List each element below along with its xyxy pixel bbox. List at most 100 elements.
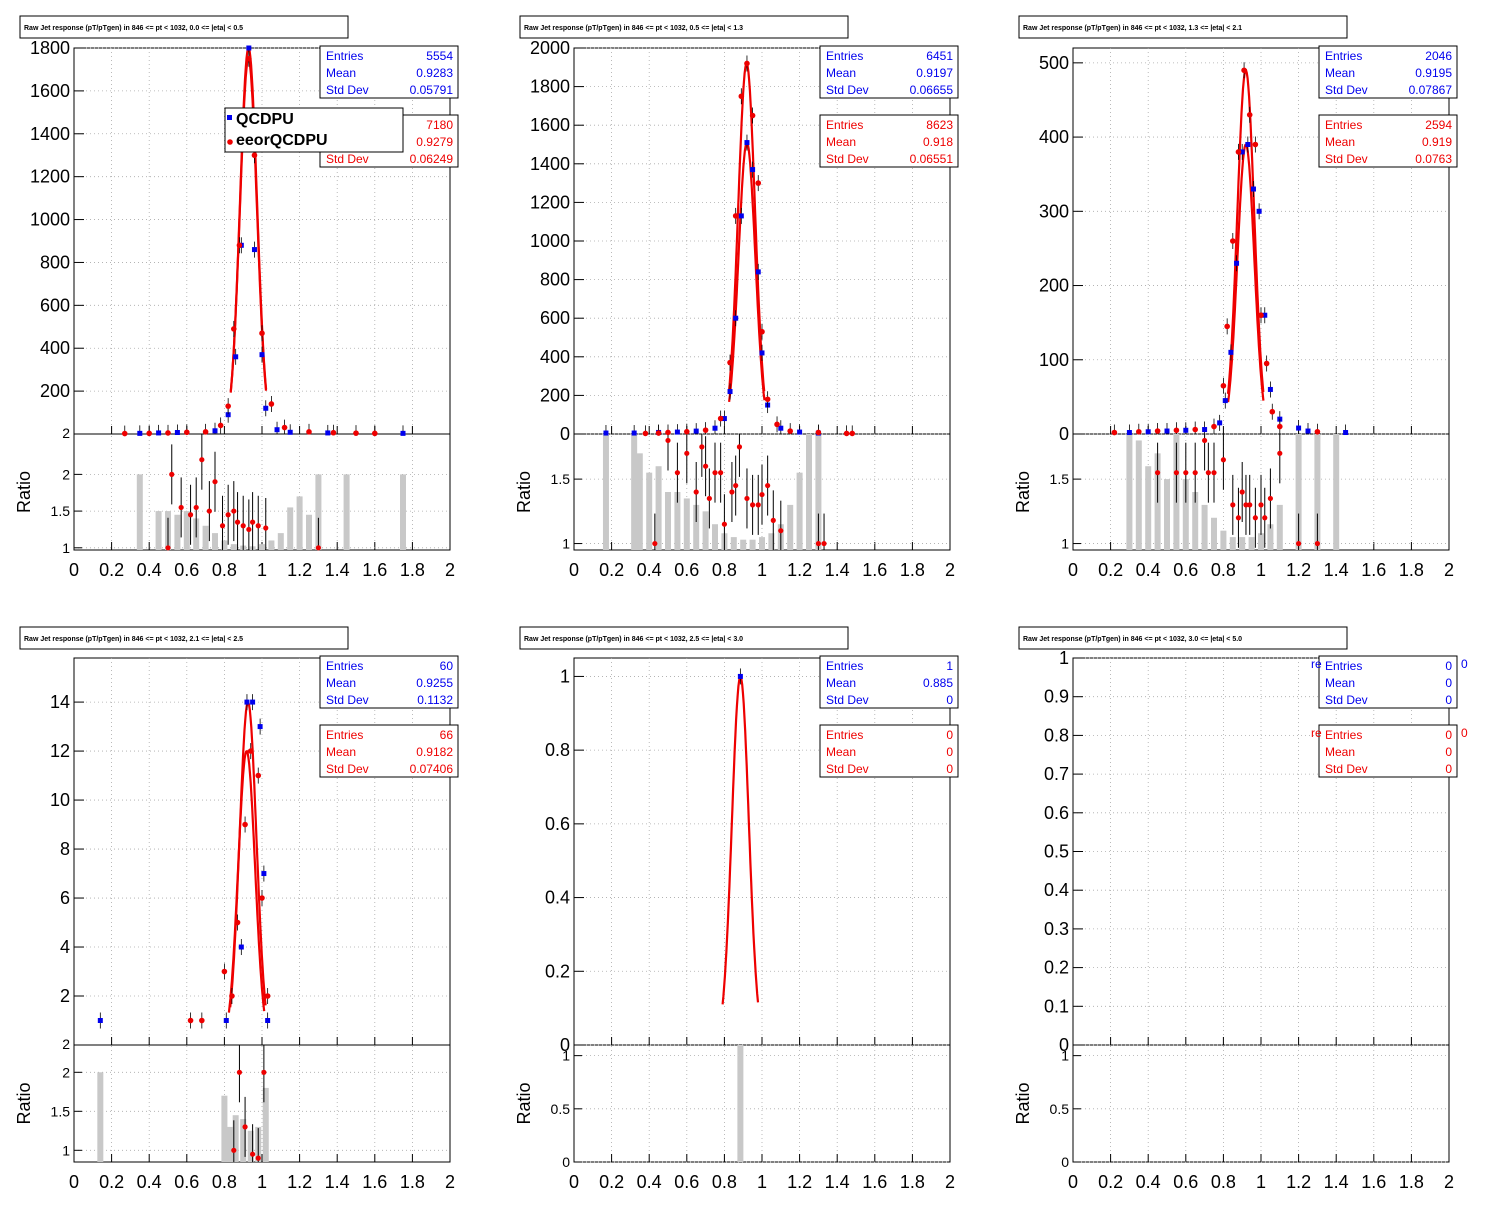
data-point-qcdpu xyxy=(1228,349,1234,355)
y-tick-label: 0.2 xyxy=(1044,958,1069,978)
ratio-band-bar xyxy=(1126,434,1133,550)
data-point-eeorqcdpu xyxy=(1224,323,1230,330)
panel-title-box xyxy=(1018,15,1348,39)
x-tick-label: 0.8 xyxy=(1211,1172,1236,1192)
ratio-band-bar xyxy=(1314,434,1321,550)
data-point-qcdpu xyxy=(287,429,293,435)
stats-label: Mean xyxy=(1325,676,1355,690)
ratio-band-bar xyxy=(221,1095,228,1162)
data-point-eeorqcdpu xyxy=(234,919,241,926)
data-point-qcdpu xyxy=(1202,427,1208,433)
ratio-band-bar xyxy=(1145,466,1152,550)
data-point-eeorqcdpu xyxy=(199,1017,205,1024)
ratio-point xyxy=(665,437,671,444)
data-point-qcdpu xyxy=(1343,430,1349,436)
y-tick-label: 2 xyxy=(60,986,70,1006)
ratio-point xyxy=(199,457,205,463)
stats-value: 0.9279 xyxy=(416,135,453,149)
y-tick-label: 800 xyxy=(40,252,70,272)
x-tick-label: 0.6 xyxy=(1173,560,1198,580)
data-point-eeorqcdpu xyxy=(330,429,337,436)
y-tick-label: 0.6 xyxy=(545,814,570,834)
ratio-band-bar xyxy=(1258,533,1264,550)
data-point-qcdpu xyxy=(263,405,269,411)
y-tick-label: 1 xyxy=(1059,648,1069,668)
stats-box-eeorqcdpu: Entries 0 Mean 0 Std Dev 0 xyxy=(1318,724,1458,778)
stats-value: 6451 xyxy=(926,49,953,63)
data-point-eeorqcdpu xyxy=(225,403,231,409)
ratio-point xyxy=(699,444,705,450)
chart-panel-4: Raw Jet response (pT/pTgen) in 846 <= pt… xyxy=(14,626,459,1192)
x-tick-label: 0.4 xyxy=(137,560,162,580)
ratio-band-bar xyxy=(1211,517,1217,550)
ratio-band-bar xyxy=(277,533,284,550)
ratio-point xyxy=(236,1069,243,1075)
y-tick-label: 800 xyxy=(540,270,570,290)
stats-value: 1 xyxy=(946,659,953,673)
ratio-point xyxy=(693,489,699,495)
y-tick-label: 600 xyxy=(540,308,570,328)
ratio-band-bar xyxy=(665,492,671,550)
stats-value: 0.919 xyxy=(1422,135,1452,149)
data-point-eeorqcdpu xyxy=(732,213,739,219)
x-tick-label: 1.2 xyxy=(1286,1172,1311,1192)
x-tick-label: 1.6 xyxy=(1361,560,1386,580)
data-point-eeorqcdpu xyxy=(242,821,248,828)
data-point-eeorqcdpu xyxy=(665,429,671,436)
data-point-eeorqcdpu xyxy=(655,430,662,436)
ratio-band-bar xyxy=(1333,434,1340,550)
x-tick-label: 0.4 xyxy=(137,1172,162,1192)
ratio-y-tick-label: 1 xyxy=(62,540,70,556)
ratio-point xyxy=(219,523,226,529)
ratio-band-bar xyxy=(1220,530,1227,550)
data-point-eeorqcdpu xyxy=(774,421,780,428)
ratio-band-bar xyxy=(259,544,265,550)
stats-value: 0 xyxy=(1445,762,1452,776)
x-tick-label: 0.6 xyxy=(174,560,199,580)
chart-panel-5: Raw Jet response (pT/pTgen) in 846 <= pt… xyxy=(514,626,959,1192)
stats-value: 0 xyxy=(1445,745,1452,759)
x-tick-label: 1.6 xyxy=(362,560,387,580)
ratio-band-bar xyxy=(315,474,322,550)
ratio-y-tick-label: 1 xyxy=(1061,1048,1069,1064)
data-point-qcdpu xyxy=(797,429,803,435)
stats-value: 0 xyxy=(946,762,953,776)
data-point-eeorqcdpu xyxy=(1211,423,1217,430)
stats-box-frame xyxy=(819,114,959,168)
data-point-eeorqcdpu xyxy=(1235,149,1242,155)
data-point-qcdpu xyxy=(744,140,750,146)
x-tick-label: 1.2 xyxy=(287,1172,312,1192)
data-point-qcdpu xyxy=(1183,427,1189,433)
y-tick-label: 0.9 xyxy=(1044,687,1069,707)
x-tick-label: 1.4 xyxy=(825,560,850,580)
stats-value: 0.1132 xyxy=(417,693,453,707)
y-tick-label: 0.8 xyxy=(545,740,570,760)
stats-value: 0.9255 xyxy=(416,676,453,690)
data-point-eeorqcdpu xyxy=(684,428,690,435)
stats-label: Entries xyxy=(1325,659,1362,673)
stats-value: 0.06249 xyxy=(410,152,454,166)
x-tick-label: 2 xyxy=(1444,1172,1454,1192)
stats-label: Entries xyxy=(1325,49,1362,63)
y-tick-label: 10 xyxy=(50,790,70,810)
stats-box-eeorqcdpu: Entries 8623 Mean 0.918 Std Dev 0.06551 xyxy=(819,114,959,168)
x-tick-label: 0.8 xyxy=(712,1172,737,1192)
x-tick-label: 0.4 xyxy=(637,560,662,580)
stats-label: Entries xyxy=(326,49,363,63)
data-point-eeorqcdpu xyxy=(727,359,733,366)
ratio-point xyxy=(225,512,231,518)
y-tick-label: 1400 xyxy=(530,154,570,174)
data-point-eeorqcdpu xyxy=(1277,423,1283,430)
stats-label: Entries xyxy=(826,728,863,742)
ratio-point xyxy=(652,540,658,547)
stats-box-eeorqcdpu: Entries 2594 Mean 0.919 Std Dev 0.0763 xyxy=(1318,114,1458,168)
ratio-band-bar xyxy=(636,453,643,550)
data-point-qcdpu xyxy=(223,1018,229,1024)
stats-value: 0.9182 xyxy=(416,745,453,759)
ratio-axis-label: Ratio xyxy=(1013,1082,1033,1124)
data-point-qcdpu xyxy=(693,428,699,434)
x-tick-label: 0.4 xyxy=(1136,560,1161,580)
ratio-band-bar xyxy=(740,539,747,550)
data-point-eeorqcdpu xyxy=(202,429,209,435)
x-tick-label: 0.2 xyxy=(599,1172,624,1192)
